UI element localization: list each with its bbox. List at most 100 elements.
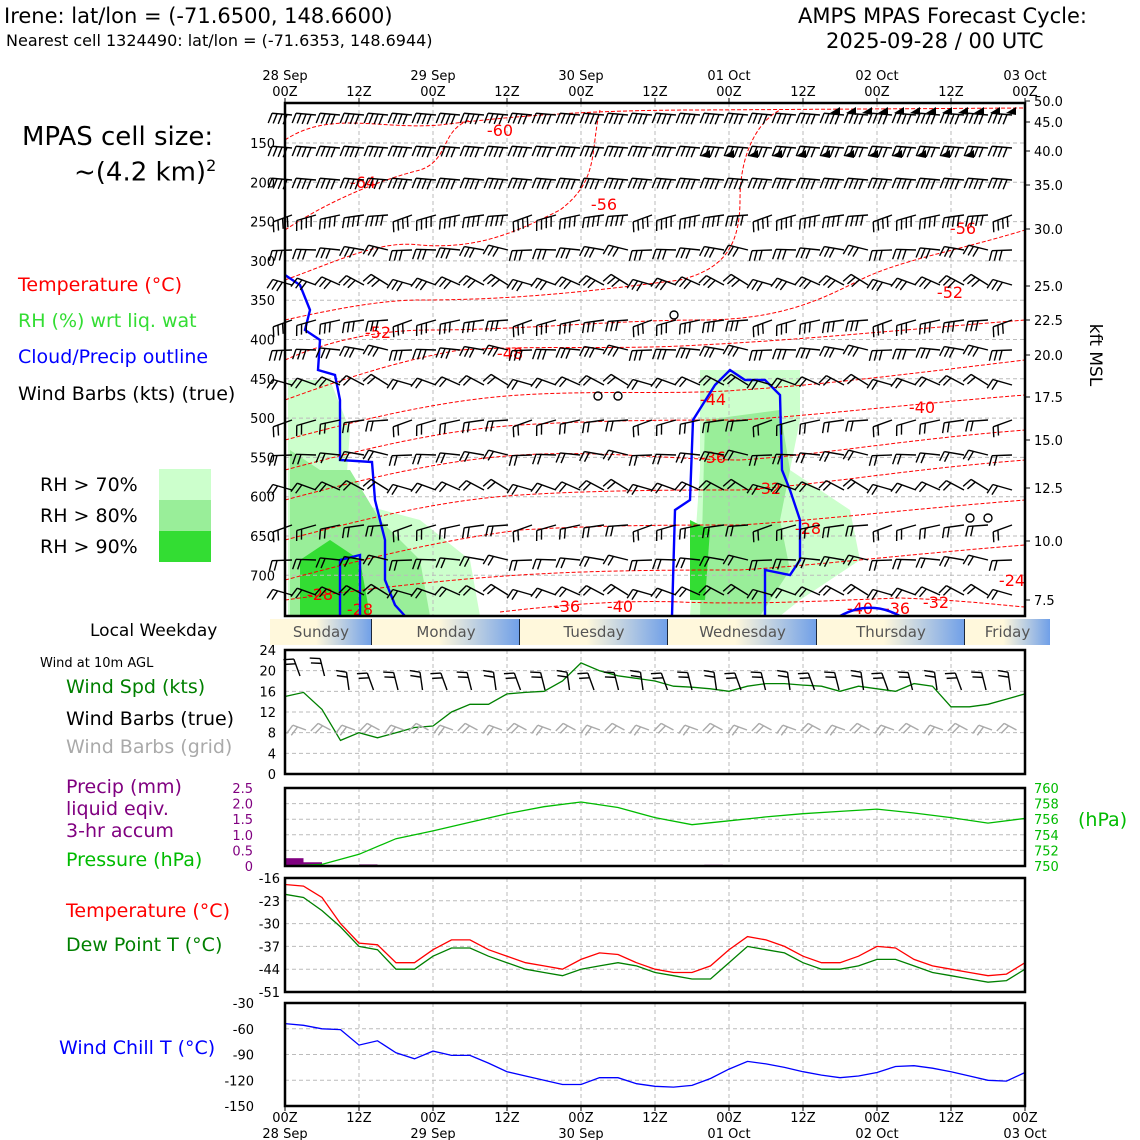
bottom-hour-label: 00Z (272, 1111, 298, 1126)
wind-panel-tick-label: 12 (259, 706, 276, 721)
wind-barb (674, 376, 701, 388)
wind-barb (918, 524, 941, 540)
wind-barb (578, 274, 605, 289)
wind-barb (605, 214, 629, 227)
wind-barb (674, 586, 701, 598)
wind-barb (772, 348, 797, 360)
wind-barb-pennant (878, 107, 888, 115)
wind-barb (268, 559, 293, 571)
wind-barb (482, 273, 509, 288)
wind-barb (988, 349, 1013, 361)
precip-label-3: 3-hr accum (66, 820, 174, 842)
temperature-contour-label: -56 (950, 219, 976, 238)
wind-barb-grid (359, 722, 380, 734)
kft-tick-label: 7.5 (1034, 594, 1055, 609)
wind-barb (775, 419, 797, 436)
wind-barb (674, 481, 701, 493)
wind-barb (268, 349, 293, 361)
wind-barb (678, 524, 701, 540)
wind-barb (412, 348, 437, 360)
wind-barb (867, 177, 893, 190)
wind-barb (938, 479, 965, 491)
bottom-hour-label: 00Z (1012, 1111, 1038, 1126)
wind-barb (365, 214, 389, 227)
wind-barb (892, 453, 917, 465)
pressure-axis-label: (hPa) (1078, 809, 1127, 831)
calm-wind-circle (613, 391, 623, 401)
wind-barb (914, 376, 941, 388)
kft-tick-label: 10.0 (1034, 535, 1063, 550)
wind-barb-true (630, 669, 644, 691)
wind-barb (315, 452, 341, 464)
kft-tick-label: 40.0 (1034, 145, 1063, 160)
wind-barb (386, 483, 413, 496)
wind-barb (388, 454, 413, 466)
wind-barb (386, 378, 413, 391)
wind-barb-grid (384, 724, 405, 736)
wind-barb (701, 214, 725, 229)
wind-barb (506, 278, 533, 292)
weekday-cell (372, 619, 520, 645)
wind-barb (362, 373, 389, 386)
wind-barb (295, 319, 317, 336)
wind-barb (698, 479, 725, 491)
wind-barb (512, 419, 533, 438)
wind-barb (392, 524, 413, 543)
wind-barb (675, 177, 701, 190)
wind-barb-true (724, 672, 742, 691)
wind-barb (415, 319, 437, 336)
wind-barb (746, 378, 773, 391)
wind-barb (675, 112, 701, 125)
wind-barb (866, 278, 893, 292)
wind-barb (868, 249, 893, 261)
wind-barb (722, 449, 749, 461)
windchill-panel-tick-label: -120 (224, 1074, 254, 1089)
wind-barb (602, 449, 629, 461)
temperature-contour-label: -40 (909, 398, 935, 417)
wind-barb (651, 145, 677, 158)
wind-barb (675, 452, 701, 464)
wind-barb-true (556, 669, 571, 691)
wind-barb (798, 319, 821, 335)
wind-barb (939, 177, 965, 190)
cell-size-number: ~(4.2 km) (74, 157, 207, 188)
wind-barb (845, 524, 869, 537)
wind-barb (725, 319, 749, 332)
wind-barb (698, 374, 725, 386)
wind-barb (818, 479, 845, 491)
wind-barb-true (997, 669, 1012, 691)
wind-barb-true (383, 671, 399, 691)
wind-barb (507, 112, 533, 125)
temperature-contour-11 (284, 544, 1026, 601)
wind-barb (842, 554, 869, 566)
wind-barb (868, 454, 893, 466)
temperature-contour-label: -52 (937, 283, 963, 302)
wind-barb-true (897, 671, 914, 691)
kft-tick-label: 25.0 (1034, 280, 1063, 295)
wind-barb (410, 377, 437, 389)
wind-barb (891, 177, 917, 190)
wind-barb (818, 555, 845, 568)
wind-barb (508, 249, 533, 261)
wind-barb (578, 345, 605, 358)
wind-barb-true (356, 672, 375, 691)
wind-barb (578, 479, 605, 491)
wind-barb (987, 177, 1013, 190)
wind-barb (845, 319, 869, 332)
wind-barb (435, 347, 461, 359)
wind-barb-pennant (1006, 107, 1016, 115)
wind-barb (775, 319, 797, 336)
wind-barb-true (603, 671, 620, 691)
wind-barb-pennant (940, 150, 950, 158)
xsec-pressure-tick-label: 150 (250, 137, 275, 152)
weekday-cell (965, 619, 1050, 645)
kft-tick-label: 30.0 (1034, 223, 1063, 238)
wind-barb (295, 419, 317, 436)
wind-barb (362, 583, 389, 596)
wind-barb (655, 214, 677, 231)
wind-barbs-true-label: Wind Barbs (true) (66, 708, 235, 730)
wind-barb (986, 588, 1013, 601)
temperature-contour-6 (284, 359, 1026, 441)
wind-spd-label: Wind Spd (kts) (66, 676, 206, 698)
